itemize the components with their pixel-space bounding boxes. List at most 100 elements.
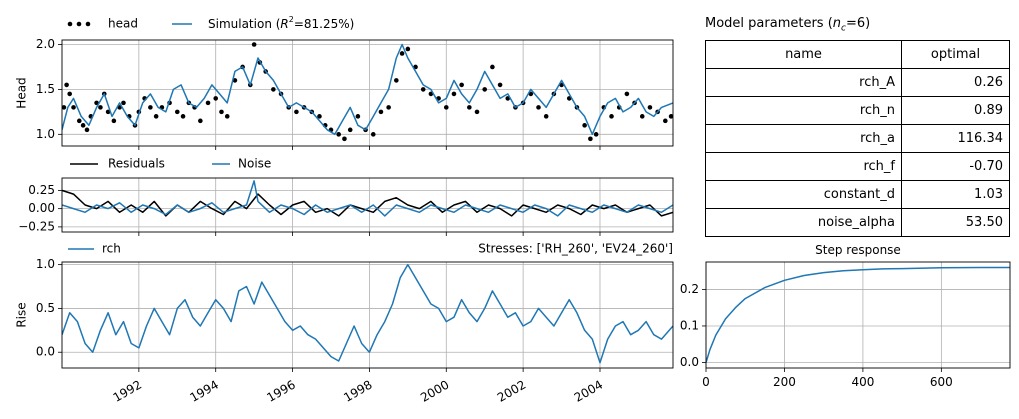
data-point — [399, 51, 405, 56]
data-point — [593, 132, 599, 137]
param-value: 1.03 — [901, 180, 1010, 209]
y-tick-label: 0.1 — [680, 318, 699, 332]
data-point — [474, 109, 480, 115]
y-tick-label: 1.0 — [36, 257, 55, 271]
y-tick-label: 0.0 — [680, 355, 699, 369]
param-name: rch_A — [705, 68, 902, 97]
y-axis-label: Head — [15, 77, 29, 108]
data-point — [536, 105, 541, 110]
data-point — [219, 109, 224, 115]
data-point — [497, 82, 503, 88]
data-point — [482, 87, 488, 92]
data-point — [609, 114, 614, 119]
y-tick-label: 0.5 — [36, 301, 55, 315]
x-tick-label: 1994 — [188, 378, 221, 405]
x-tick-label: 200 — [773, 375, 796, 389]
data-point — [639, 114, 645, 119]
series-line-noise — [62, 180, 673, 217]
params-table: name optimal rch_A 0.26 rch_n 0.89 rch_a 11… — [705, 40, 1010, 237]
data-point — [336, 132, 341, 137]
data-point — [459, 82, 464, 88]
series-line-simulation-r-81-25- — [62, 43, 673, 136]
series-line-rch — [62, 263, 673, 364]
data-point — [67, 91, 72, 97]
series-line-rch — [706, 266, 1010, 363]
data-point — [370, 132, 376, 137]
data-point — [342, 136, 347, 142]
x-tick-label: 1996 — [264, 378, 297, 405]
param-value: 0.89 — [901, 96, 1010, 125]
y-axis-label: Rise — [15, 302, 29, 327]
x-tick-label: 2004 — [572, 378, 605, 405]
x-tick-label: 400 — [851, 375, 874, 389]
axes-frame — [61, 39, 674, 147]
panel-residuals: −0.25 0.00 0.25 Residuals Noise — [18, 157, 674, 236]
panel-step: 0.0 0.1 0.2 Step response 0 200 400 600 — [680, 243, 1011, 389]
y-tick-label: 0.2 — [680, 282, 699, 296]
x-tick-label: 600 — [930, 375, 953, 389]
params-header-row: name optimal — [705, 40, 1010, 69]
y-tick-label: 0.0 — [36, 345, 55, 359]
axes-frame — [705, 261, 1011, 369]
data-point — [174, 109, 180, 115]
data-point — [121, 100, 126, 106]
param-value: 53.50 — [901, 208, 1010, 237]
data-point — [582, 123, 587, 128]
x-tick-label: 2000 — [418, 378, 451, 405]
data-point — [294, 109, 299, 115]
legend-label: Noise — [238, 157, 271, 171]
data-point — [394, 78, 399, 83]
data-point — [198, 118, 203, 124]
data-point — [663, 118, 668, 124]
table-row: noise_alpha 53.50 — [705, 208, 1010, 237]
data-point — [317, 114, 322, 119]
col-header-name: name — [705, 40, 902, 69]
data-point — [588, 136, 593, 142]
y-tick-label: 0.25 — [28, 183, 55, 197]
panel-head: 1.0 1.5 2.0 Head head Simulation (R2=81.25%) — [15, 15, 674, 150]
data-point — [111, 118, 117, 124]
data-point — [98, 105, 103, 110]
data-point — [232, 78, 238, 83]
x-tick-label: 0 — [702, 375, 710, 389]
panel-rise: 0.0 0.5 1.0 Rise 1992 1994 1996 1998 2000 2002 200… — [15, 242, 674, 405]
data-point — [271, 87, 276, 92]
param-value: -0.70 — [901, 152, 1010, 181]
param-name: noise_alpha — [705, 208, 902, 237]
y-tick-label: 0.00 — [28, 201, 55, 215]
data-point — [624, 91, 630, 97]
axes-frame — [61, 261, 674, 369]
data-point — [668, 114, 673, 119]
data-point — [71, 105, 76, 110]
data-point — [224, 114, 230, 119]
data-point — [347, 127, 353, 133]
data-point — [405, 46, 411, 52]
data-point — [153, 114, 159, 119]
legend-marker-head — [85, 21, 91, 27]
data-point — [148, 105, 153, 110]
data-point — [80, 123, 86, 128]
series-line-residuals — [62, 189, 673, 217]
legend-marker-head — [67, 21, 73, 27]
x-tick-label: 1992 — [111, 378, 144, 405]
legend-marker-head — [76, 21, 82, 27]
data-point — [378, 109, 384, 115]
data-point — [64, 82, 69, 88]
table-row: rch_f -0.70 — [705, 152, 1010, 181]
data-point — [180, 114, 186, 119]
data-point — [490, 64, 495, 70]
data-point — [451, 91, 457, 97]
legend-label: Simulation (R2=81.25%) — [208, 15, 354, 31]
data-point — [76, 118, 82, 124]
data-point — [355, 114, 361, 119]
data-point — [467, 105, 472, 110]
data-point — [420, 87, 426, 92]
param-name: rch_f — [705, 152, 902, 181]
data-point — [647, 105, 653, 110]
data-point — [543, 114, 549, 119]
data-point — [213, 96, 219, 101]
legend-label: rch — [102, 242, 121, 256]
stresses-annotation: Stresses: ['RH_260', 'EV24_260'] — [478, 242, 673, 256]
y-tick-label: 2.0 — [36, 37, 55, 51]
